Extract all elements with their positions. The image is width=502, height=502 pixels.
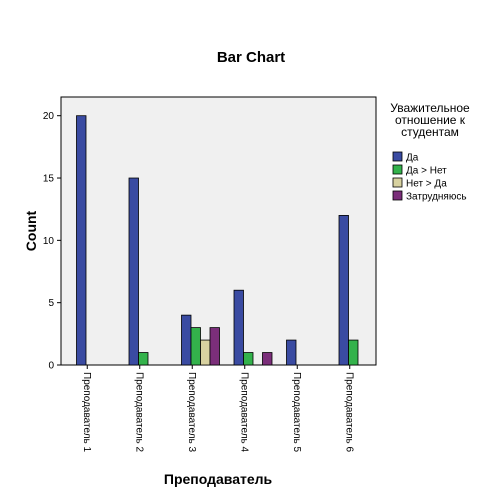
legend-swatch <box>392 151 403 162</box>
legend-title-line: студентам <box>401 125 459 139</box>
x-tick-label: Преподаватель 3 <box>186 372 197 453</box>
bar <box>338 215 349 366</box>
bar <box>262 352 273 366</box>
legend-label: Затрудняюсь <box>406 192 467 203</box>
bar <box>138 352 149 366</box>
y-tick-label: 10 <box>43 236 55 247</box>
bar <box>190 327 201 366</box>
plot-area <box>60 96 377 366</box>
legend-swatch <box>392 190 403 201</box>
x-tick-label: Преподаватель 2 <box>133 372 144 453</box>
y-tick-label: 20 <box>43 111 55 122</box>
y-tick-label: 5 <box>48 298 54 309</box>
legend-swatch <box>392 177 403 188</box>
y-axis-ticks: 0 5 10 15 20 <box>43 111 61 372</box>
x-tick-label: Преподаватель 6 <box>343 372 354 453</box>
x-axis-label: Преподаватель <box>164 471 273 487</box>
bar <box>233 289 244 366</box>
y-axis-label: Count <box>23 210 39 251</box>
legend-label: Нет > Да <box>406 179 447 190</box>
bar <box>243 352 254 366</box>
x-tick-label: Преподаватель 5 <box>291 372 302 453</box>
y-tick-label: 15 <box>43 174 55 185</box>
y-tick-label: 0 <box>48 361 54 372</box>
bar <box>181 314 192 366</box>
x-tick-label: Преподаватель 4 <box>238 372 249 453</box>
legend-title-line: Уважительное <box>390 101 470 115</box>
x-tick-label: Преподаватель 1 <box>81 372 92 453</box>
legend-label: Да > Нет <box>406 166 447 177</box>
bar <box>209 327 220 366</box>
x-axis-ticks: Преподаватель 1 Преподаватель 2 Преподават… <box>81 365 354 453</box>
bars-group <box>76 115 359 366</box>
bar <box>348 339 359 366</box>
legend-swatch <box>392 164 403 175</box>
chart-title: Bar Chart <box>217 49 285 66</box>
legend-label: Да <box>406 153 419 164</box>
bar <box>128 177 139 366</box>
legend-title-line: отношение к <box>395 113 466 127</box>
bar <box>200 339 211 366</box>
bar <box>286 339 297 366</box>
bar <box>76 115 87 366</box>
